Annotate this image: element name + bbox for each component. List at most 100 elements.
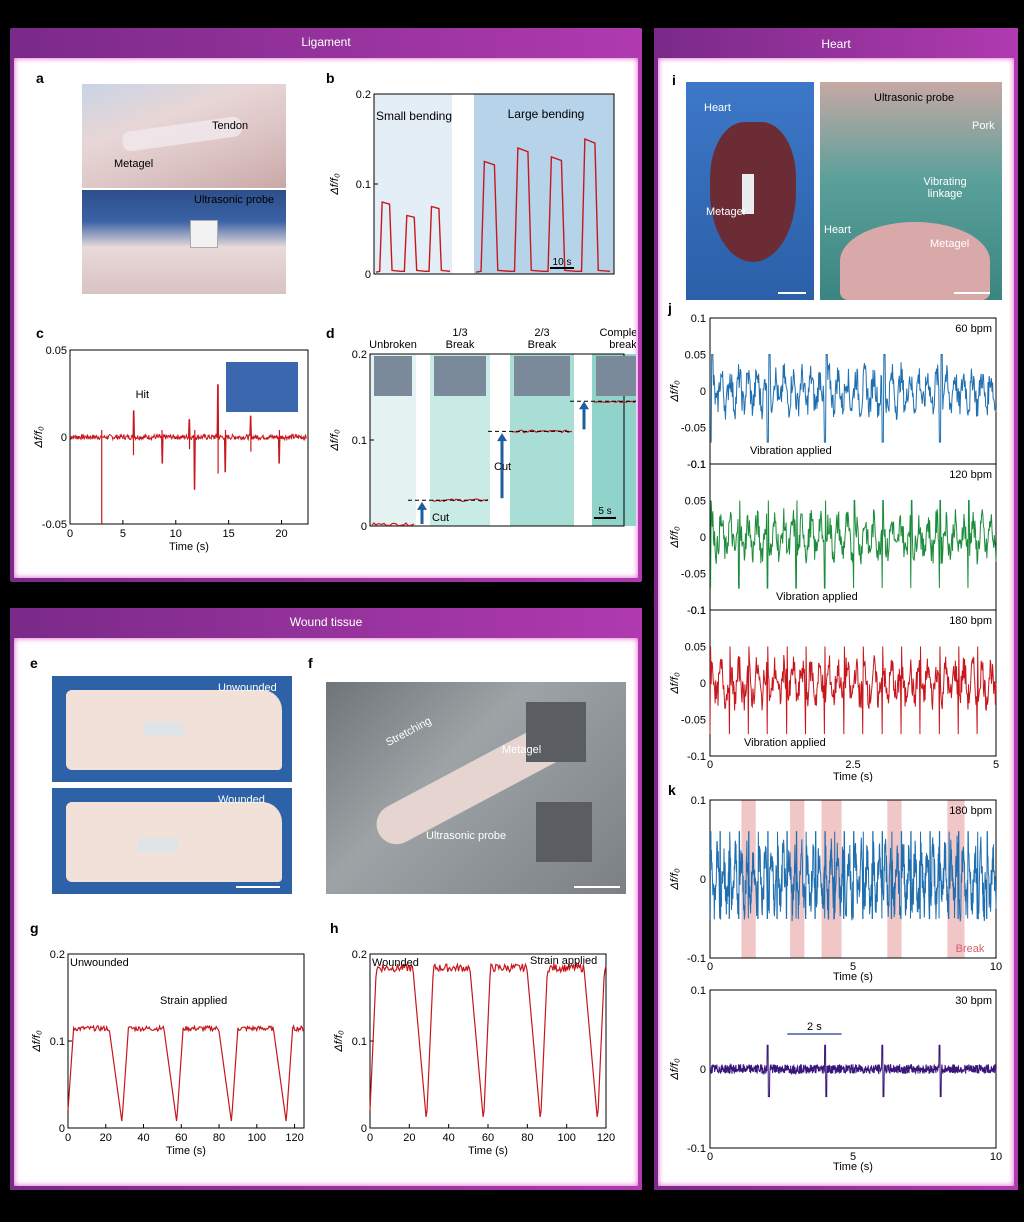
stage-label: Complete (599, 327, 636, 339)
cut-arrowhead (417, 501, 427, 510)
scale-bar-b-label: 10 s (553, 257, 572, 268)
x-tick-label: 40 (137, 1132, 149, 1144)
x-tick-label: 0 (67, 528, 73, 540)
stage-photo (596, 356, 636, 396)
stage-photo (514, 356, 570, 396)
panel-label-c: c (36, 325, 44, 341)
chart-g-unwounded: 0 0.1 0.2 0 20 40 60 80 100 120 Δf/f₀ Time (s) Unwou… (31, 949, 305, 1157)
panel-label-f: f (308, 655, 313, 671)
y-tick-label: -0.05 (681, 715, 706, 727)
y-tick-label: 0.1 (50, 1036, 65, 1048)
y-tick-label: 0.1 (691, 459, 706, 471)
scale-bar-i-left (778, 292, 806, 294)
region-label-small: Small bending (376, 109, 452, 123)
y-tick-label: 0 (700, 532, 706, 544)
photo-f-stretching-setup: Stretching Metagel Ultrasonic probe (326, 682, 626, 894)
y-tick-label: 0 (700, 874, 706, 886)
y-tick-label: 0 (700, 1064, 706, 1076)
y-axis-label: Δf/f₀ (329, 429, 341, 452)
label-metagel-i-right: Metagel (930, 238, 970, 250)
y-axis-label: Δf/f₀ (669, 380, 681, 403)
x-axis-label: Time (s) (166, 1145, 206, 1157)
y-axis-label: Δf/f₀ (669, 526, 681, 549)
annotation-vibration: Vibration applied (744, 737, 826, 749)
y-tick-label: 0 (700, 678, 706, 690)
annotation-strain: Strain applied (160, 995, 227, 1007)
x-axis-label: Time (s) (833, 971, 873, 983)
y-tick-label: 0 (361, 521, 367, 533)
y-tick-label: 0.2 (352, 949, 367, 961)
y-tick-label: 0.05 (685, 642, 706, 654)
panel-label-e: e (30, 655, 38, 671)
label-ultrasonic-probe: Ultrasonic probe (194, 194, 275, 206)
label-ultrasonic-probe-i: Ultrasonic probe (874, 92, 955, 104)
y-tick-label: 0.1 (691, 985, 706, 997)
x-axis-label: Time (s) (833, 771, 873, 782)
series-name: 180 bpm (949, 615, 992, 627)
annotation-vibration: Vibration applied (776, 591, 858, 603)
series-180-bpm (709, 646, 997, 735)
x-tick-label: 0 (707, 1151, 713, 1163)
stage-label: Break (446, 339, 475, 351)
y-axis-label: Δf/f₀ (33, 426, 45, 449)
y-tick-label: 0.2 (352, 349, 367, 361)
plot-frame (369, 953, 607, 1129)
x-tick-label: 0 (65, 1132, 71, 1144)
annotation-hit: Hit (136, 389, 149, 401)
annotation-vibration: Vibration applied (750, 445, 832, 457)
y-tick-label: 0.1 (691, 605, 706, 617)
heart-section-title: Heart (821, 37, 851, 51)
y-tick-label: 0 (700, 386, 706, 398)
series-hit-signal (69, 384, 307, 490)
y-tick-label: -0.1 (687, 751, 706, 763)
y-tick-label: 0 (365, 269, 371, 281)
scale-bar-i-right (954, 292, 990, 294)
label-heart-i: Heart (704, 102, 731, 114)
photo-e-unwounded: Unwounded (52, 676, 292, 782)
x-tick-label: 100 (557, 1132, 575, 1144)
photo-e-wounded: Wounded (52, 788, 292, 894)
x-tick-label: 120 (285, 1132, 303, 1144)
label-metagel-i: Metagel (706, 206, 746, 218)
y-tick-label: -0.1 (687, 459, 706, 471)
y-tick-label: 0.1 (691, 795, 706, 807)
region-small-bending (374, 94, 452, 274)
annotation-strain: Strain applied (530, 955, 597, 967)
x-axis-label: Time (s) (468, 1145, 508, 1157)
x-tick-label: 0 (367, 1132, 373, 1144)
chart-j-heart-rates: -0.1 -0.05 0 0.05 0.1 Δf/f₀ 60 bpm Vibration ap… (669, 313, 999, 782)
y-axis-label: Δf/f₀ (333, 1030, 345, 1053)
region-label-large: Large bending (508, 107, 585, 121)
y-axis-label: Δf/f₀ (31, 1030, 43, 1053)
inset-photo-c (226, 362, 298, 412)
panel-label-d: d (326, 325, 335, 341)
stage-label: Unbroken (369, 339, 417, 351)
y-tick-label: -0.05 (681, 569, 706, 581)
y-tick-label: 0.2 (50, 949, 65, 961)
break-region (821, 800, 842, 958)
photo-a-probe: Ultrasonic probe (82, 190, 286, 294)
y-tick-label: 0.05 (46, 345, 67, 357)
series-strain (67, 1024, 305, 1122)
label-heart-i-right: Heart (824, 224, 851, 236)
y-tick-label: -0.05 (681, 423, 706, 435)
label-ultrasonic-probe-f: Ultrasonic probe (426, 830, 507, 842)
series-name: 60 bpm (955, 323, 992, 335)
x-tick-label: 60 (482, 1132, 494, 1144)
x-axis-label: Time (s) (833, 1161, 873, 1173)
stage-photo (434, 356, 486, 396)
x-tick-label: 2.5 (845, 759, 860, 771)
series-large-bending (475, 137, 611, 273)
x-tick-label: 120 (597, 1132, 615, 1144)
chart-d-cut: 00.10.2Δf/f₀Unbroken1/3Break2/3BreakComp… (329, 327, 636, 533)
y-tick-label: 0.1 (691, 313, 706, 325)
scale-bar-f (574, 886, 620, 888)
chart-title: Wounded (372, 957, 419, 969)
y-tick-label: 0.05 (685, 350, 706, 362)
y-tick-label: -0.05 (42, 519, 67, 531)
stage-level-trace (511, 429, 573, 434)
y-tick-label: -0.1 (687, 953, 706, 965)
series-60-bpm (710, 354, 997, 443)
x-tick-label: 20 (100, 1132, 112, 1144)
series-name: 120 bpm (949, 469, 992, 481)
